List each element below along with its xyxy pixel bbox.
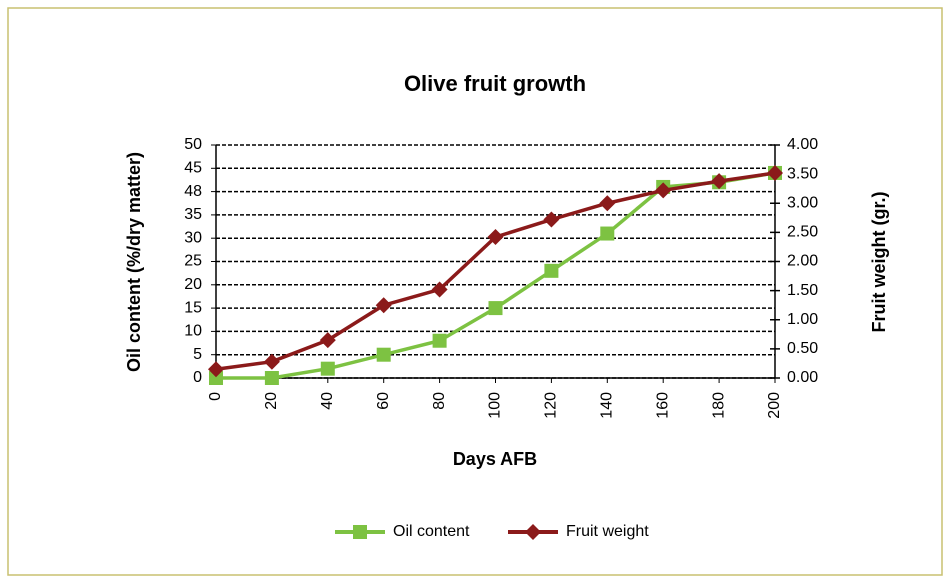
marker bbox=[543, 211, 560, 228]
y2-tick-label: 3.00 bbox=[787, 194, 818, 211]
y2-tick-label: 1.00 bbox=[787, 311, 818, 328]
frame bbox=[7, 7, 943, 576]
marker bbox=[599, 195, 616, 212]
y2-tick-label: 0.00 bbox=[787, 369, 818, 386]
y-tick-label: 25 bbox=[184, 253, 202, 270]
x-tick-label: 120 bbox=[543, 392, 560, 419]
y-tick-label: 10 bbox=[184, 323, 202, 340]
legend-label: Fruit weight bbox=[566, 523, 649, 540]
y2-tick-label: 2.50 bbox=[787, 224, 818, 241]
x-tick-label: 100 bbox=[487, 392, 504, 419]
marker bbox=[376, 347, 391, 362]
y-tick-label: 35 bbox=[184, 206, 202, 223]
y-tick-label: 30 bbox=[184, 229, 202, 246]
y-tick-label: 0 bbox=[193, 369, 202, 386]
x-tick-label: 160 bbox=[654, 392, 671, 419]
marker bbox=[431, 281, 448, 298]
y2-tick-label: 4.00 bbox=[787, 136, 818, 153]
y2-tick-label: 1.50 bbox=[787, 282, 818, 299]
chart-title: Olive fruit growth bbox=[404, 71, 586, 96]
marker bbox=[767, 164, 783, 181]
marker bbox=[600, 226, 615, 241]
y-tick-label: 20 bbox=[184, 276, 202, 293]
x-tick-label: 20 bbox=[263, 392, 280, 410]
marker bbox=[544, 263, 559, 278]
y2-axis-label: Fruit weight (gr.) bbox=[869, 192, 889, 333]
y-tick-label: 15 bbox=[184, 299, 202, 316]
marker bbox=[487, 229, 504, 246]
marker bbox=[319, 332, 336, 349]
marker bbox=[375, 297, 392, 314]
marker bbox=[263, 353, 280, 370]
marker bbox=[320, 361, 335, 376]
x-tick-label: 0 bbox=[207, 392, 224, 401]
y2-tick-label: 0.50 bbox=[787, 340, 818, 357]
x-tick-label: 200 bbox=[766, 392, 783, 419]
y-axis-label: Oil content (%/dry matter) bbox=[124, 152, 144, 372]
x-tick-label: 60 bbox=[375, 392, 392, 410]
y2-tick-label: 3.50 bbox=[787, 165, 818, 182]
marker bbox=[432, 333, 447, 348]
legend-label: Oil content bbox=[393, 523, 470, 540]
y-tick-label: 5 bbox=[193, 346, 202, 363]
legend-marker bbox=[353, 525, 367, 539]
marker bbox=[264, 371, 279, 385]
marker bbox=[655, 182, 672, 199]
marker bbox=[488, 301, 503, 316]
y-tick-label: 45 bbox=[184, 160, 202, 177]
x-tick-label: 180 bbox=[710, 392, 727, 419]
marker bbox=[711, 173, 728, 190]
legend-marker bbox=[525, 524, 541, 540]
y2-tick-label: 2.00 bbox=[787, 253, 818, 270]
x-tick-label: 40 bbox=[319, 392, 336, 410]
x-axis-label: Days AFB bbox=[453, 449, 537, 469]
x-tick-label: 80 bbox=[431, 392, 448, 410]
marker bbox=[209, 371, 223, 385]
y-tick-label: 48 bbox=[184, 183, 202, 200]
marker bbox=[208, 361, 224, 378]
x-tick-label: 140 bbox=[599, 392, 616, 419]
y-tick-label: 50 bbox=[184, 136, 202, 153]
